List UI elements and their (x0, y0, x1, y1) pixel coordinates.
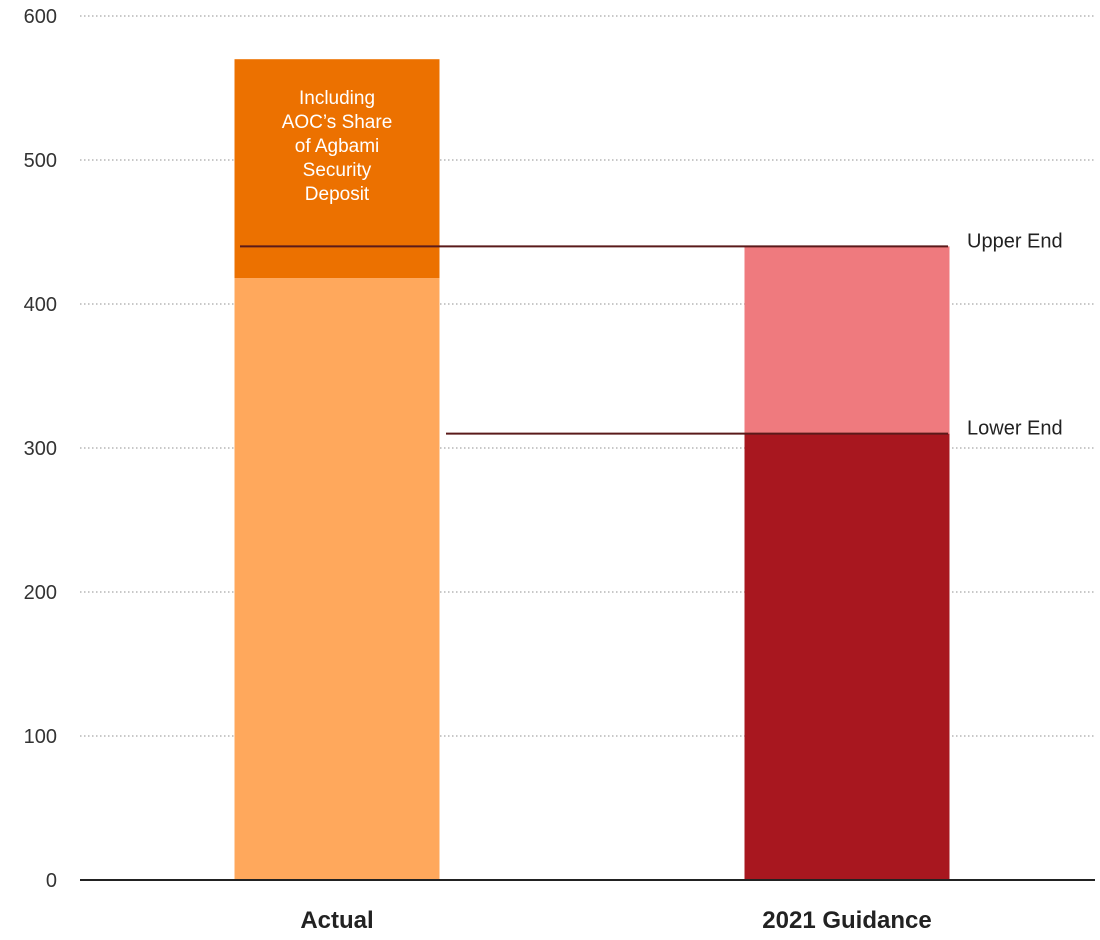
y-tick-label-400: 400 (24, 294, 57, 316)
bar-actual-segment-1 (234, 278, 440, 881)
y-tick-label-0: 0 (46, 870, 57, 892)
bar-2021-guidance-segment-1 (744, 433, 950, 880)
reference-label-lower-end: Lower End (967, 418, 1063, 440)
y-tick-label-300: 300 (24, 438, 57, 460)
bar-2021-guidance-segment-2 (744, 246, 950, 434)
reference-lines (240, 245, 948, 435)
x-category-label-2021-guidance: 2021 Guidance (762, 907, 931, 934)
bar-actual-segment-2 (234, 59, 440, 279)
chart-labels: 0 100 200 300 400 500 600 Actual 2021 Guidance In… (24, 6, 1063, 934)
y-tick-label-100: 100 (24, 726, 57, 748)
bar-annotation-label: Including AOC’s Share of Agbami Security Dep… (282, 88, 393, 205)
y-tick-label-500: 500 (24, 150, 57, 172)
y-tick-label-200: 200 (24, 582, 57, 604)
x-category-label-actual: Actual (300, 907, 373, 934)
reference-label-upper-end: Upper End (967, 230, 1063, 252)
bars (234, 59, 950, 881)
y-tick-label-600: 600 (24, 6, 57, 28)
